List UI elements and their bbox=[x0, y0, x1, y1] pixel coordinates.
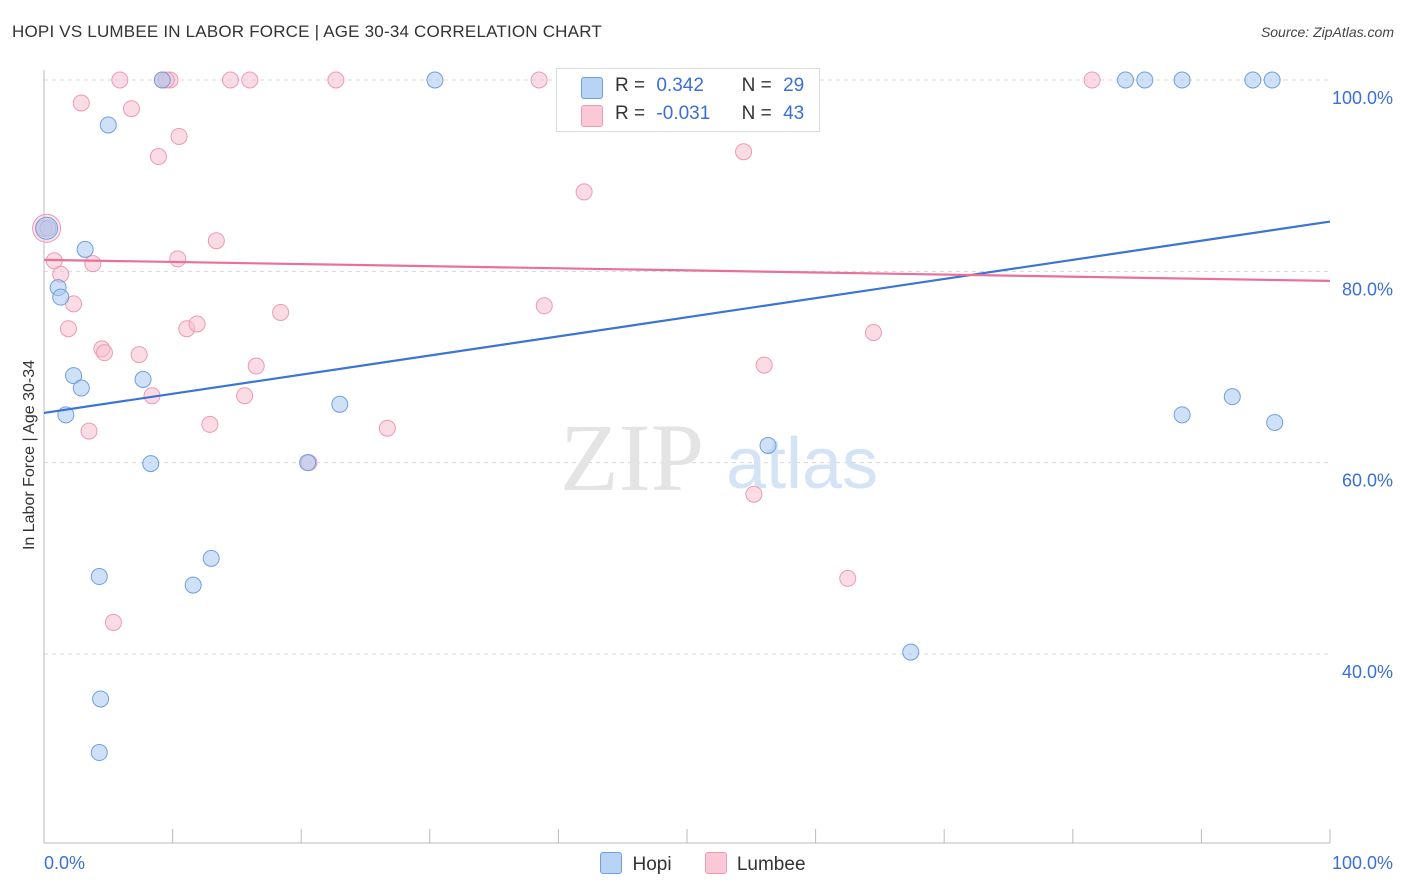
lumbee-legend-label: Lumbee bbox=[736, 854, 806, 875]
lumbee-n-value: 43 bbox=[783, 103, 805, 124]
lumbee-r-label: R = bbox=[615, 103, 646, 124]
hopi-r-value: 0.342 bbox=[656, 75, 704, 96]
hopi-swatch bbox=[581, 77, 603, 99]
lumbee-point bbox=[169, 250, 187, 268]
legend-row-hopi: R = 0.342 N = 29 bbox=[581, 75, 805, 99]
lumbee-point bbox=[201, 415, 219, 433]
series-legend: Hopi Lumbee bbox=[0, 852, 1406, 876]
hopi-trend-line bbox=[43, 220, 1331, 415]
lumbee-point bbox=[755, 356, 773, 374]
lumbee-point bbox=[745, 485, 763, 503]
y-axis-label: In Labor Force | Age 30-34 bbox=[21, 359, 38, 551]
watermark: ZIP atlas bbox=[560, 404, 878, 511]
hopi-point bbox=[153, 71, 171, 89]
lumbee-point bbox=[247, 357, 265, 375]
legend-item-hopi[interactable]: Hopi bbox=[600, 852, 672, 876]
hopi-point bbox=[52, 288, 70, 306]
hopi-point bbox=[35, 216, 59, 240]
hopi-point bbox=[1136, 71, 1154, 89]
lumbee-swatch bbox=[581, 105, 603, 127]
chart-source: Source: ZipAtlas.com bbox=[1260, 24, 1394, 40]
tick-label-layer: 40.0% 60.0% 80.0% 100.0% 0.0% 100.0% bbox=[44, 88, 1393, 873]
legend-row-lumbee: R = -0.031 N = 43 bbox=[581, 103, 805, 127]
lumbee-point bbox=[188, 315, 206, 333]
lumbee-point bbox=[130, 346, 148, 364]
lumbee-point bbox=[84, 255, 102, 273]
y-tick-label: 60.0% bbox=[1342, 471, 1393, 491]
hopi-point bbox=[1223, 388, 1241, 406]
stats-legend: R = 0.342 N = 29 R = -0.031 N = 43 bbox=[556, 68, 820, 132]
hopi-point bbox=[331, 395, 349, 413]
lumbee-point bbox=[272, 303, 290, 321]
hopi-point bbox=[299, 454, 317, 472]
hopi-point bbox=[72, 379, 90, 397]
lumbee-point bbox=[221, 71, 239, 89]
hopi-point bbox=[92, 690, 110, 708]
lumbee-point bbox=[122, 100, 140, 118]
axis-layer bbox=[43, 70, 1331, 844]
lumbee-n-label: N = bbox=[741, 103, 772, 124]
hopi-legend-swatch bbox=[600, 852, 623, 874]
lumbee-point bbox=[207, 232, 225, 250]
hopi-point bbox=[202, 549, 220, 567]
lumbee-point bbox=[864, 324, 882, 342]
hopi-point bbox=[1244, 71, 1262, 89]
hopi-point bbox=[1173, 406, 1191, 424]
watermark-zip: ZIP bbox=[560, 404, 704, 511]
hopi-point bbox=[759, 436, 777, 454]
hopi-point bbox=[1263, 71, 1281, 89]
lumbee-point bbox=[327, 71, 345, 89]
lumbee-point bbox=[530, 71, 548, 89]
y-tick-label: 80.0% bbox=[1342, 279, 1393, 299]
lumbee-point bbox=[839, 569, 857, 587]
lumbee-legend-swatch bbox=[704, 852, 727, 874]
lumbee-point bbox=[735, 143, 753, 161]
legend-item-lumbee[interactable]: Lumbee bbox=[704, 852, 806, 876]
points-layer bbox=[32, 71, 1284, 762]
hopi-point bbox=[1266, 413, 1284, 431]
hopi-point bbox=[1117, 71, 1135, 89]
hopi-r-label: R = bbox=[615, 75, 646, 96]
lumbee-point bbox=[1083, 71, 1101, 89]
lumbee-point bbox=[95, 344, 113, 362]
chart-title: HOPI VS LUMBEE IN LABOR FORCE | AGE 30-3… bbox=[12, 22, 602, 41]
hopi-point bbox=[142, 455, 160, 473]
hopi-point bbox=[134, 370, 152, 388]
y-tick-label: 40.0% bbox=[1342, 662, 1393, 682]
lumbee-point bbox=[104, 613, 122, 631]
hopi-point bbox=[99, 116, 117, 134]
hopi-n-value: 29 bbox=[783, 75, 805, 96]
hopi-point bbox=[76, 240, 94, 258]
hopi-point bbox=[1173, 71, 1191, 89]
grid-layer bbox=[44, 79, 1330, 655]
x-tick-label: 0.0% bbox=[44, 853, 85, 873]
lumbee-point bbox=[535, 297, 553, 315]
lumbee-r-value: -0.031 bbox=[656, 103, 711, 124]
lumbee-point bbox=[149, 148, 167, 166]
lumbee-point bbox=[236, 387, 254, 405]
lumbee-point bbox=[80, 422, 98, 440]
lumbee-point bbox=[170, 127, 188, 145]
lumbee-point bbox=[59, 320, 77, 338]
lumbee-point bbox=[241, 71, 259, 89]
hopi-legend-label: Hopi bbox=[632, 854, 672, 875]
y-tick-label: 100.0% bbox=[1332, 88, 1393, 108]
hopi-point bbox=[426, 71, 444, 89]
lumbee-point bbox=[378, 419, 396, 437]
lumbee-trend-line bbox=[43, 258, 1331, 282]
lumbee-point bbox=[111, 71, 129, 89]
trend-layer bbox=[43, 220, 1331, 415]
hopi-point bbox=[90, 744, 108, 762]
lumbee-point bbox=[575, 183, 593, 201]
hopi-n-label: N = bbox=[741, 75, 772, 96]
x-tick-label: 100.0% bbox=[1332, 853, 1393, 873]
hopi-point bbox=[902, 643, 920, 661]
hopi-point bbox=[90, 568, 108, 586]
lumbee-point bbox=[72, 94, 90, 112]
hopi-point bbox=[65, 367, 83, 385]
hopi-point bbox=[184, 576, 202, 594]
